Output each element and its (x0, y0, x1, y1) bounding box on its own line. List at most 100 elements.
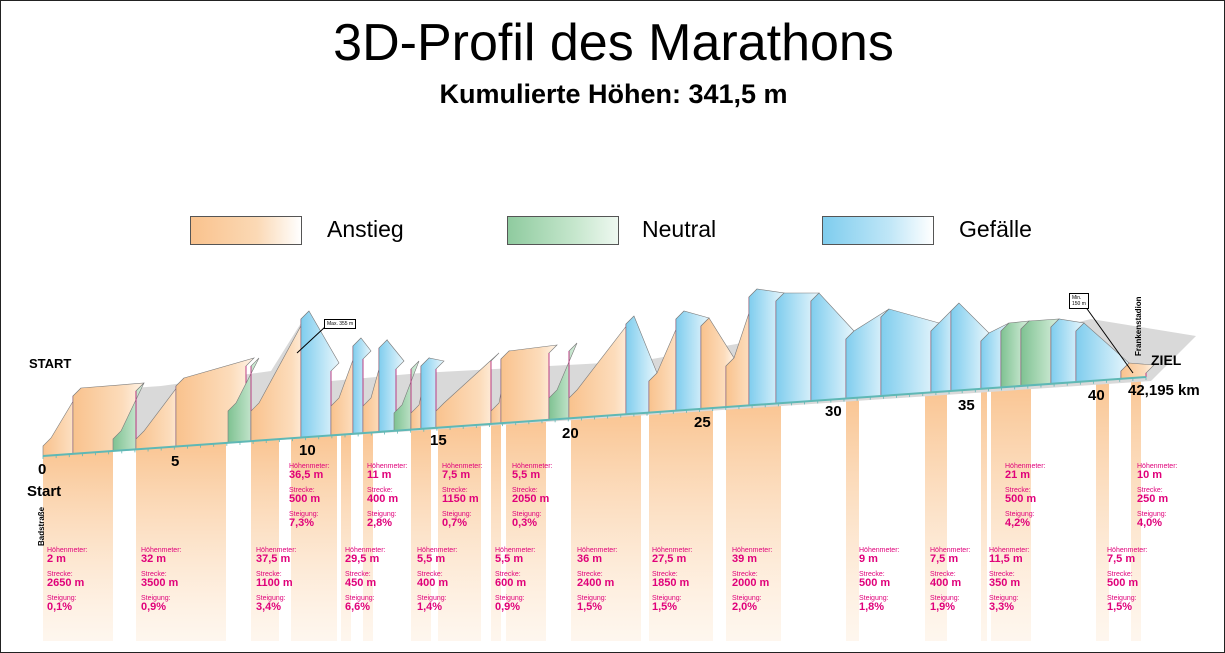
stat-key: Strecke: (989, 571, 1015, 578)
stat-key: Strecke: (47, 571, 73, 578)
lower-stat-10: Höhenmeter: 7,5 m Strecke: 400 m Steigung: 1,… (930, 547, 970, 619)
stat-value: 2,8% (367, 517, 393, 529)
stat-value: 600 m (495, 577, 527, 589)
stat-value: 500 m (289, 493, 321, 505)
upper-stat-3: Höhenmeter: 5,5 m Strecke: 2050 m Steigung: 0… (512, 463, 552, 535)
legend-label-gefaelle: Gefälle (959, 216, 1032, 242)
stat-value: 5,5 m (495, 553, 524, 565)
stat-value: 21 m (1005, 469, 1031, 481)
stat-value: 0,1% (47, 601, 73, 613)
stat-column-9 (506, 419, 546, 641)
stat-column-4 (341, 433, 351, 641)
stat-value: 0,3% (512, 517, 538, 529)
stat-column-2 (251, 439, 279, 641)
stat-value: 500 m (859, 577, 891, 589)
stat-key: Strecke: (1107, 571, 1133, 578)
stat-value: 500 m (1005, 493, 1037, 505)
stat-value: 3500 m (141, 577, 179, 589)
stat-key: Höhenmeter: (1005, 463, 1046, 470)
stat-value: 7,5 m (1107, 553, 1136, 565)
stat-key: Strecke: (652, 571, 678, 578)
stat-key: Höhenmeter: (417, 547, 458, 554)
stat-value: 27,5 m (652, 553, 687, 565)
lower-stat-11: Höhenmeter: 11,5 m Strecke: 350 m Steigung: 3… (989, 547, 1029, 619)
page-title: 3D-Profil des Marathons (333, 14, 894, 72)
km-label-start: 0 (38, 461, 47, 478)
stat-column-13 (846, 397, 859, 641)
lower-stat-8: Höhenmeter: 39 m Strecke: 2000 m Steigung: 2,… (732, 547, 772, 619)
stat-key: Höhenmeter: (141, 547, 182, 554)
stat-value: 5,5 m (417, 553, 446, 565)
stat-key: Höhenmeter: (1137, 463, 1178, 470)
stat-key: Steigung: (577, 595, 607, 602)
stat-value: 1,5% (577, 601, 603, 613)
lower-stat-5: Höhenmeter: 5,5 m Strecke: 600 m Steigung: 0,… (495, 547, 535, 619)
stat-column-0 (43, 450, 113, 641)
stat-key: Steigung: (859, 595, 889, 602)
stat-key: Steigung: (141, 595, 171, 602)
start-side-label: START (29, 356, 72, 371)
km-label-end: 42,195 km (1128, 382, 1200, 399)
stat-value: 350 m (989, 577, 1021, 589)
lower-stat-2: Höhenmeter: 37,5 m Strecke: 1100 m Steigung:… (256, 547, 296, 619)
stat-key: Steigung: (47, 595, 77, 602)
stat-key: Steigung: (367, 511, 397, 518)
stat-key: Steigung: (289, 511, 319, 518)
frankenstadion-label: Frankenstadion (1134, 296, 1143, 356)
stat-key: Höhenmeter: (652, 547, 693, 554)
km-label-10: 10 (299, 442, 316, 459)
stat-value: 1850 m (652, 577, 690, 589)
stat-value: 1,4% (417, 601, 443, 613)
stat-value: 10 m (1137, 469, 1163, 481)
stat-column-5 (363, 432, 373, 641)
min-callout: Min. 150 m (1069, 293, 1089, 309)
km-label-35: 35 (958, 397, 975, 414)
stat-key: Steigung: (989, 595, 1019, 602)
stat-value: 250 m (1137, 493, 1169, 505)
stat-key: Höhenmeter: (930, 547, 971, 554)
stat-key: Höhenmeter: (577, 547, 618, 554)
stat-key: Strecke: (442, 487, 468, 494)
stat-value: 0,9% (495, 601, 521, 613)
max-callout: Max. 355 m (324, 319, 357, 329)
upper-stat-0: Höhenmeter: 36,5 m Strecke: 500 m Steigung: 7… (289, 463, 329, 535)
stat-column-10 (571, 413, 641, 641)
stat-column-15 (981, 388, 987, 641)
stat-value: 7,3% (289, 517, 315, 529)
stat-key: Steigung: (652, 595, 682, 602)
stat-value: 2,0% (732, 601, 758, 613)
stat-value: 4,0% (1137, 517, 1163, 529)
stat-value: 7,5 m (442, 469, 471, 481)
stat-key: Höhenmeter: (367, 463, 408, 470)
start-word: Start (27, 483, 62, 500)
legend-label-anstieg: Anstieg (327, 216, 404, 242)
km-label-30: 30 (825, 403, 842, 420)
stat-key: Steigung: (442, 511, 472, 518)
stat-value: 9 m (859, 553, 878, 565)
stat-value: 2000 m (732, 577, 770, 589)
stat-key: Steigung: (1137, 511, 1167, 518)
stat-column-3 (291, 434, 337, 641)
stat-value: 3,4% (256, 601, 282, 613)
badstrasse-label: Badstraße (37, 506, 46, 546)
stat-value: 1,5% (652, 601, 678, 613)
stat-value: 36,5 m (289, 469, 324, 481)
stat-value: 6,6% (345, 601, 371, 613)
stat-key: Strecke: (577, 571, 603, 578)
lower-stat-0: Höhenmeter: 2 m Strecke: 2650 m Steigung: 0,1… (47, 547, 87, 619)
stat-value: 7,5 m (930, 553, 959, 565)
stat-key: Höhenmeter: (495, 547, 536, 554)
lower-stat-6: Höhenmeter: 36 m Strecke: 2400 m Steigung: 1,… (577, 547, 617, 619)
stat-key: Höhenmeter: (442, 463, 483, 470)
stat-value: 3,3% (989, 601, 1015, 613)
stat-key: Höhenmeter: (732, 547, 773, 554)
stat-key: Steigung: (1107, 595, 1137, 602)
stat-key: Strecke: (417, 571, 443, 578)
km-label-5: 5 (171, 453, 180, 470)
stat-value: 4,2% (1005, 517, 1031, 529)
stat-key: Steigung: (732, 595, 762, 602)
legend-swatch-neutral (507, 216, 619, 245)
stat-key: Höhenmeter: (512, 463, 553, 470)
stat-value: 36 m (577, 553, 603, 565)
